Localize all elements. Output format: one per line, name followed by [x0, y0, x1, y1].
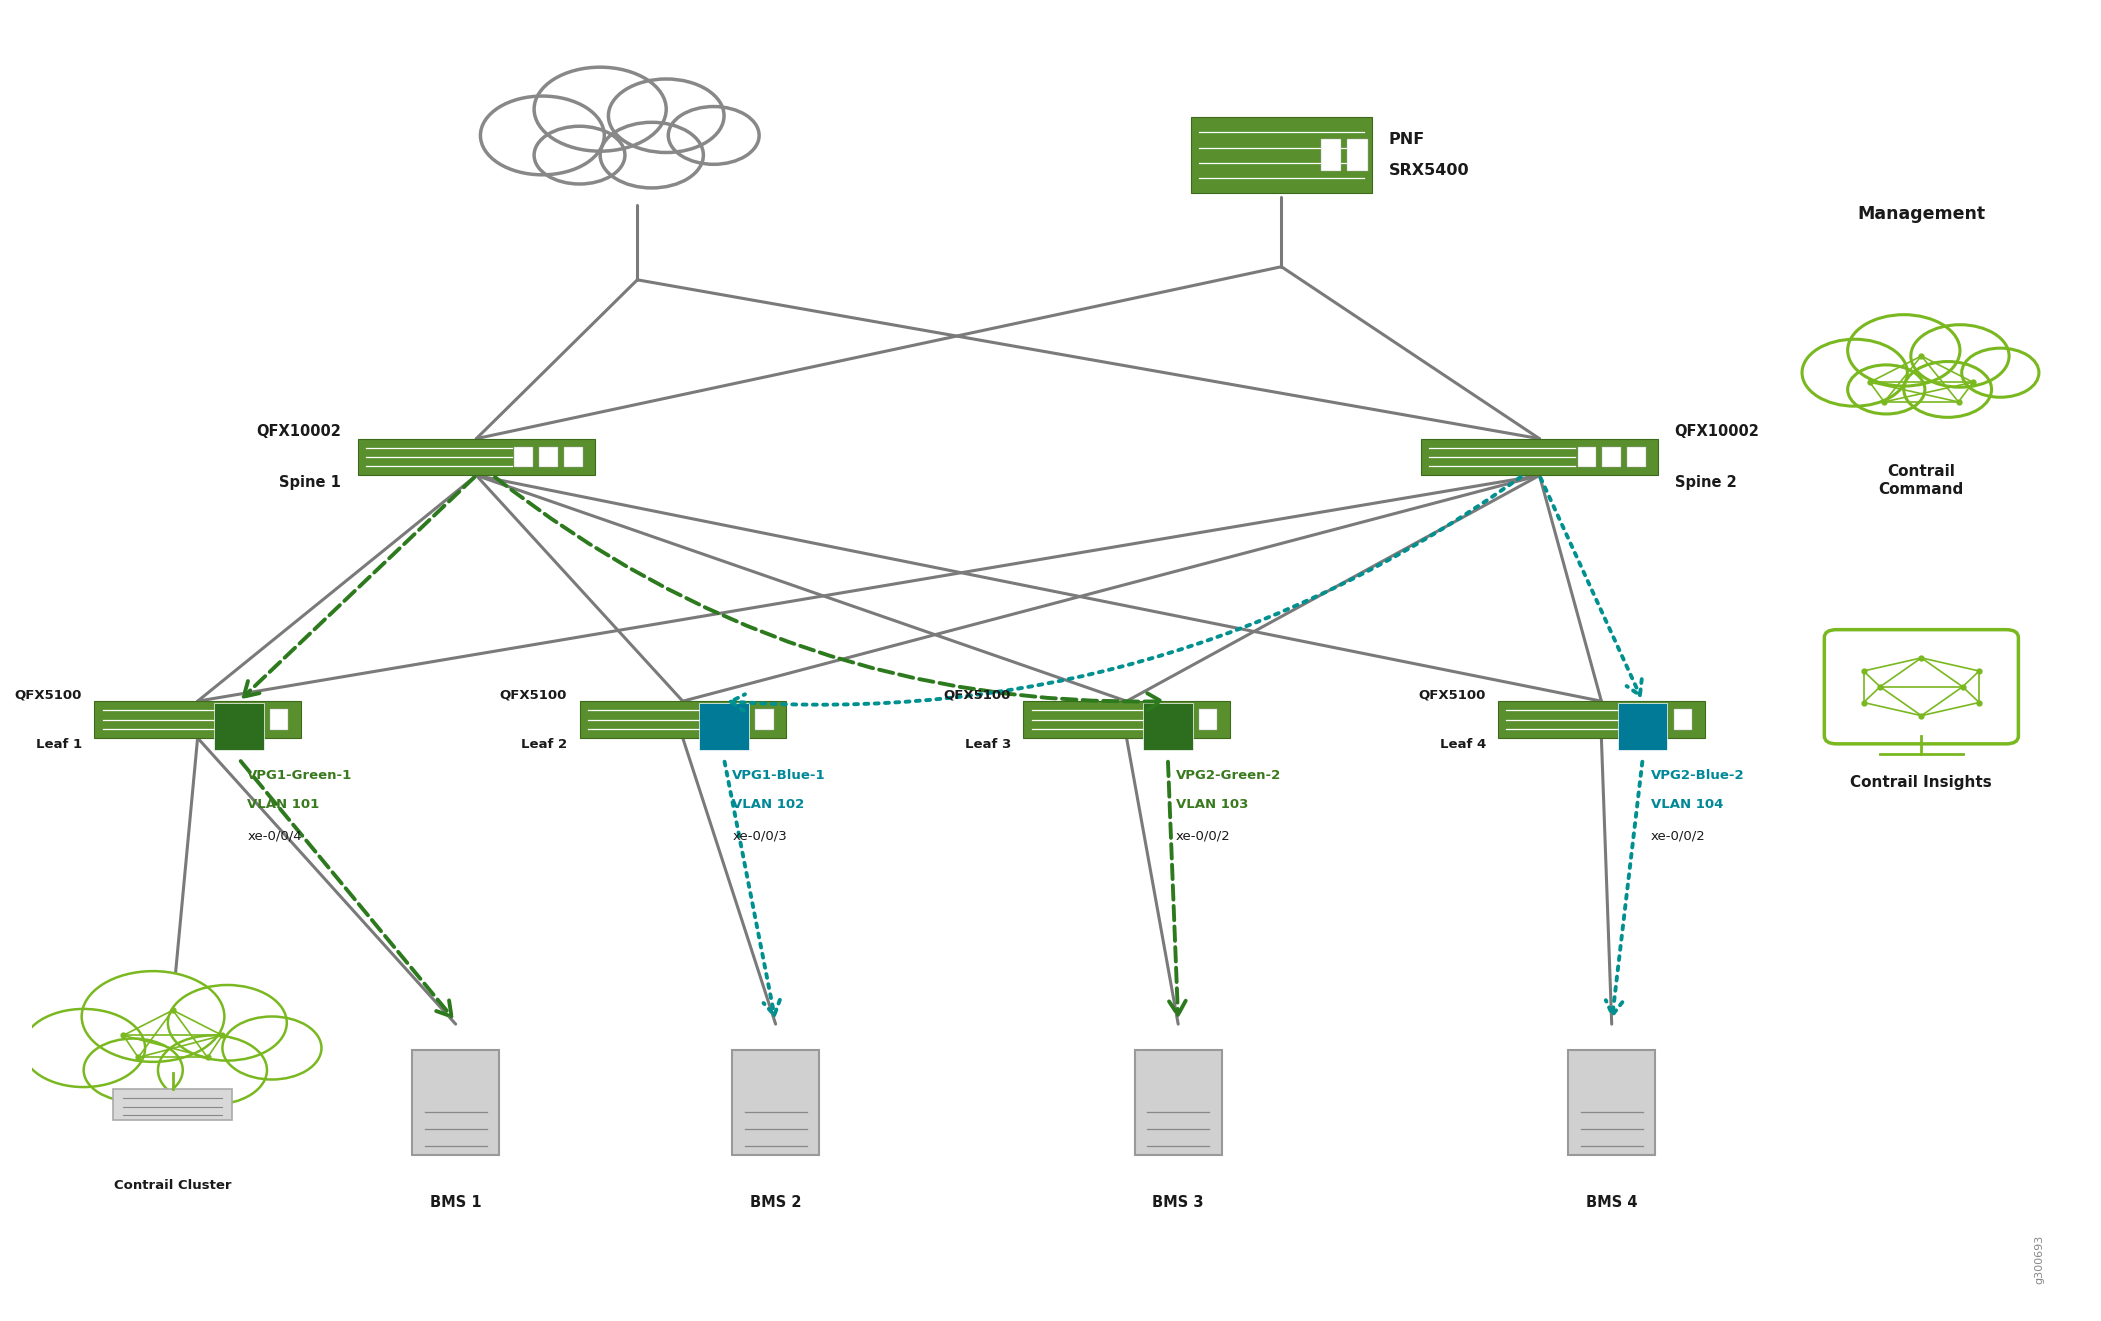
FancyBboxPatch shape — [580, 701, 786, 738]
FancyBboxPatch shape — [706, 709, 725, 729]
FancyBboxPatch shape — [754, 709, 773, 729]
FancyBboxPatch shape — [1149, 709, 1168, 729]
FancyBboxPatch shape — [1322, 140, 1340, 170]
Text: VPG1-Green-1: VPG1-Green-1 — [248, 769, 353, 782]
FancyBboxPatch shape — [1135, 1050, 1221, 1156]
Text: Contrail Insights: Contrail Insights — [1851, 775, 1992, 790]
FancyBboxPatch shape — [1567, 1050, 1656, 1156]
Text: xe-0/0/2: xe-0/0/2 — [1651, 830, 1706, 843]
FancyBboxPatch shape — [1603, 446, 1622, 468]
FancyBboxPatch shape — [1626, 446, 1645, 468]
Text: Spine 2: Spine 2 — [1674, 476, 1735, 490]
FancyBboxPatch shape — [1143, 703, 1193, 750]
FancyArrowPatch shape — [1540, 478, 1641, 695]
FancyBboxPatch shape — [1649, 709, 1668, 729]
Circle shape — [534, 67, 666, 151]
Text: g300693: g300693 — [2034, 1235, 2044, 1284]
Text: VLAN 103: VLAN 103 — [1177, 798, 1248, 811]
Circle shape — [1904, 362, 1992, 417]
Text: BMS 1: BMS 1 — [431, 1194, 481, 1210]
FancyBboxPatch shape — [246, 709, 263, 729]
FancyBboxPatch shape — [221, 709, 240, 729]
FancyBboxPatch shape — [269, 709, 288, 729]
FancyBboxPatch shape — [515, 446, 534, 468]
Text: QFX10002: QFX10002 — [1674, 424, 1759, 439]
Text: BMS 4: BMS 4 — [1586, 1194, 1637, 1210]
FancyBboxPatch shape — [113, 1089, 233, 1120]
Text: VPG2-Blue-2: VPG2-Blue-2 — [1651, 769, 1744, 782]
FancyArrowPatch shape — [731, 477, 1521, 711]
FancyBboxPatch shape — [1191, 118, 1372, 193]
Text: VLAN 104: VLAN 104 — [1651, 798, 1723, 811]
FancyBboxPatch shape — [95, 701, 300, 738]
Circle shape — [1803, 339, 1908, 406]
FancyBboxPatch shape — [700, 703, 748, 750]
Text: Contrail
Command: Contrail Command — [1878, 464, 1964, 497]
Text: Leaf 2: Leaf 2 — [521, 738, 567, 750]
Text: VLAN 101: VLAN 101 — [248, 798, 319, 811]
FancyBboxPatch shape — [1624, 709, 1643, 729]
Text: QFX5100: QFX5100 — [943, 688, 1011, 701]
FancyBboxPatch shape — [1578, 446, 1597, 468]
FancyArrowPatch shape — [242, 761, 452, 1016]
Circle shape — [1847, 365, 1925, 413]
Text: QFX10002: QFX10002 — [256, 424, 340, 439]
Text: BMS 3: BMS 3 — [1153, 1194, 1204, 1210]
Circle shape — [1910, 325, 2009, 387]
FancyArrowPatch shape — [496, 477, 1162, 709]
FancyBboxPatch shape — [1420, 439, 1658, 476]
Text: Management: Management — [1857, 205, 1985, 223]
Text: Leaf 4: Leaf 4 — [1439, 738, 1485, 750]
Circle shape — [609, 79, 725, 152]
Text: Leaf 1: Leaf 1 — [36, 738, 82, 750]
Text: VPG1-Blue-1: VPG1-Blue-1 — [733, 769, 826, 782]
FancyBboxPatch shape — [563, 446, 582, 468]
Text: Spine 1: Spine 1 — [279, 476, 340, 490]
Text: xe-0/0/2: xe-0/0/2 — [1177, 830, 1231, 843]
FancyBboxPatch shape — [357, 439, 595, 476]
FancyBboxPatch shape — [214, 703, 263, 750]
FancyBboxPatch shape — [733, 1050, 819, 1156]
FancyBboxPatch shape — [1498, 701, 1704, 738]
Circle shape — [481, 96, 605, 174]
Text: Contrail Cluster: Contrail Cluster — [113, 1180, 231, 1192]
FancyBboxPatch shape — [1174, 709, 1193, 729]
Circle shape — [223, 1016, 321, 1079]
FancyArrowPatch shape — [244, 477, 475, 696]
FancyBboxPatch shape — [1618, 703, 1668, 750]
Circle shape — [1847, 314, 1960, 386]
Text: xe-0/0/4: xe-0/0/4 — [248, 830, 303, 843]
FancyBboxPatch shape — [1824, 630, 2019, 744]
Text: QFX5100: QFX5100 — [500, 688, 567, 701]
Text: QFX5100: QFX5100 — [1418, 688, 1485, 701]
Circle shape — [534, 127, 624, 184]
Circle shape — [82, 971, 225, 1062]
Circle shape — [668, 107, 758, 164]
Text: BMS 2: BMS 2 — [750, 1194, 800, 1210]
Text: xe-0/0/3: xe-0/0/3 — [733, 830, 788, 843]
Text: VPG2-Green-2: VPG2-Green-2 — [1177, 769, 1282, 782]
Circle shape — [168, 985, 288, 1061]
Circle shape — [1962, 349, 2038, 398]
FancyBboxPatch shape — [540, 446, 559, 468]
FancyBboxPatch shape — [1023, 701, 1229, 738]
Text: PNF: PNF — [1389, 132, 1424, 147]
Circle shape — [601, 123, 704, 188]
FancyBboxPatch shape — [1200, 709, 1216, 729]
FancyBboxPatch shape — [1347, 140, 1368, 170]
FancyArrowPatch shape — [1605, 762, 1643, 1015]
Text: QFX5100: QFX5100 — [15, 688, 82, 701]
FancyArrowPatch shape — [1168, 762, 1185, 1015]
Circle shape — [23, 1009, 145, 1087]
Text: VLAN 102: VLAN 102 — [733, 798, 805, 811]
FancyBboxPatch shape — [412, 1050, 500, 1156]
Text: SRX5400: SRX5400 — [1389, 164, 1469, 178]
FancyBboxPatch shape — [731, 709, 748, 729]
Text: Leaf 3: Leaf 3 — [964, 738, 1011, 750]
Circle shape — [158, 1036, 267, 1104]
FancyBboxPatch shape — [1674, 709, 1691, 729]
Circle shape — [84, 1038, 183, 1102]
FancyArrowPatch shape — [725, 762, 779, 1015]
